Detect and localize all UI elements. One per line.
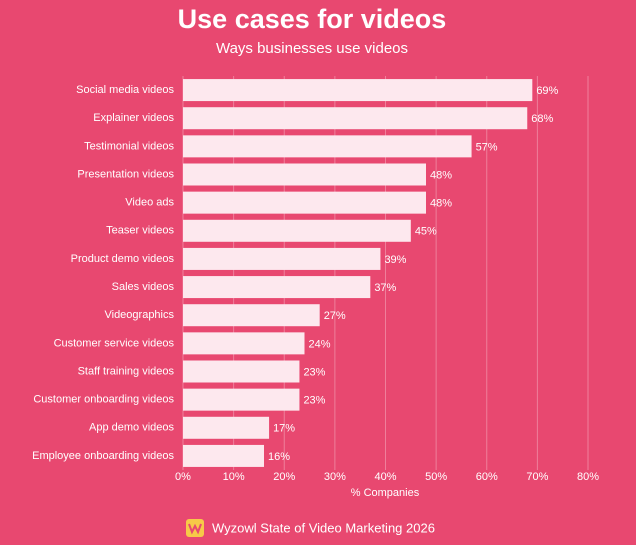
bar <box>183 247 381 270</box>
y-tick-label: Explainer videos <box>93 112 174 124</box>
x-tick-label: 20% <box>273 471 295 483</box>
y-tick-label: App demo videos <box>89 422 174 434</box>
bar <box>183 135 472 158</box>
y-tick-label: Staff training videos <box>78 365 175 377</box>
logo <box>186 519 204 537</box>
value-label: 57% <box>476 141 498 153</box>
x-tick-label: 80% <box>577 471 599 483</box>
chart-subtitle: Ways businesses use videos <box>216 40 408 57</box>
y-tick-label: Customer service videos <box>54 337 175 349</box>
bar <box>183 79 533 102</box>
x-tick-label: 50% <box>425 471 447 483</box>
value-label: 37% <box>374 282 396 294</box>
value-label: 68% <box>531 113 553 125</box>
y-tick-label: Product demo videos <box>71 253 175 265</box>
bar <box>183 304 320 327</box>
y-tick-label: Social media videos <box>76 84 174 96</box>
value-label: 39% <box>384 254 406 266</box>
bar <box>183 416 270 439</box>
bar <box>183 332 305 355</box>
bar <box>183 360 300 383</box>
bar <box>183 388 300 411</box>
value-label: 24% <box>309 338 331 350</box>
x-axis-label: % Companies <box>351 487 420 499</box>
bar <box>183 107 528 130</box>
x-tick-label: 70% <box>526 471 548 483</box>
bar <box>183 276 371 299</box>
value-label: 48% <box>430 169 452 181</box>
value-label: 27% <box>324 310 346 322</box>
y-tick-label: Sales videos <box>112 281 175 293</box>
y-tick-label: Testimonial videos <box>84 140 174 152</box>
x-tick-label: 30% <box>324 471 346 483</box>
bar <box>183 219 411 242</box>
source: Wyzowl State of Video Marketing 2026 <box>212 520 435 535</box>
x-tick-label: 60% <box>476 471 498 483</box>
value-label: 69% <box>536 85 558 97</box>
y-tick-label: Customer onboarding videos <box>33 394 174 406</box>
chart-title: Use cases for videos <box>178 4 447 34</box>
value-label: 16% <box>268 451 290 463</box>
x-tick-label: 0% <box>175 471 191 483</box>
value-label: 23% <box>303 366 325 378</box>
x-tick-label: 10% <box>223 471 245 483</box>
value-label: 17% <box>273 423 295 435</box>
y-tick-label: Video ads <box>125 197 174 209</box>
value-label: 48% <box>430 198 452 210</box>
bar <box>183 191 426 214</box>
y-tick-label: Videographics <box>104 309 174 321</box>
value-label: 45% <box>415 226 437 238</box>
y-tick-label: Employee onboarding videos <box>32 450 174 462</box>
x-tick-label: 40% <box>374 471 396 483</box>
value-label: 23% <box>303 395 325 407</box>
bar <box>183 163 426 186</box>
y-tick-label: Teaser videos <box>106 225 174 237</box>
y-tick-label: Presentation videos <box>77 168 174 180</box>
bar <box>183 444 264 467</box>
